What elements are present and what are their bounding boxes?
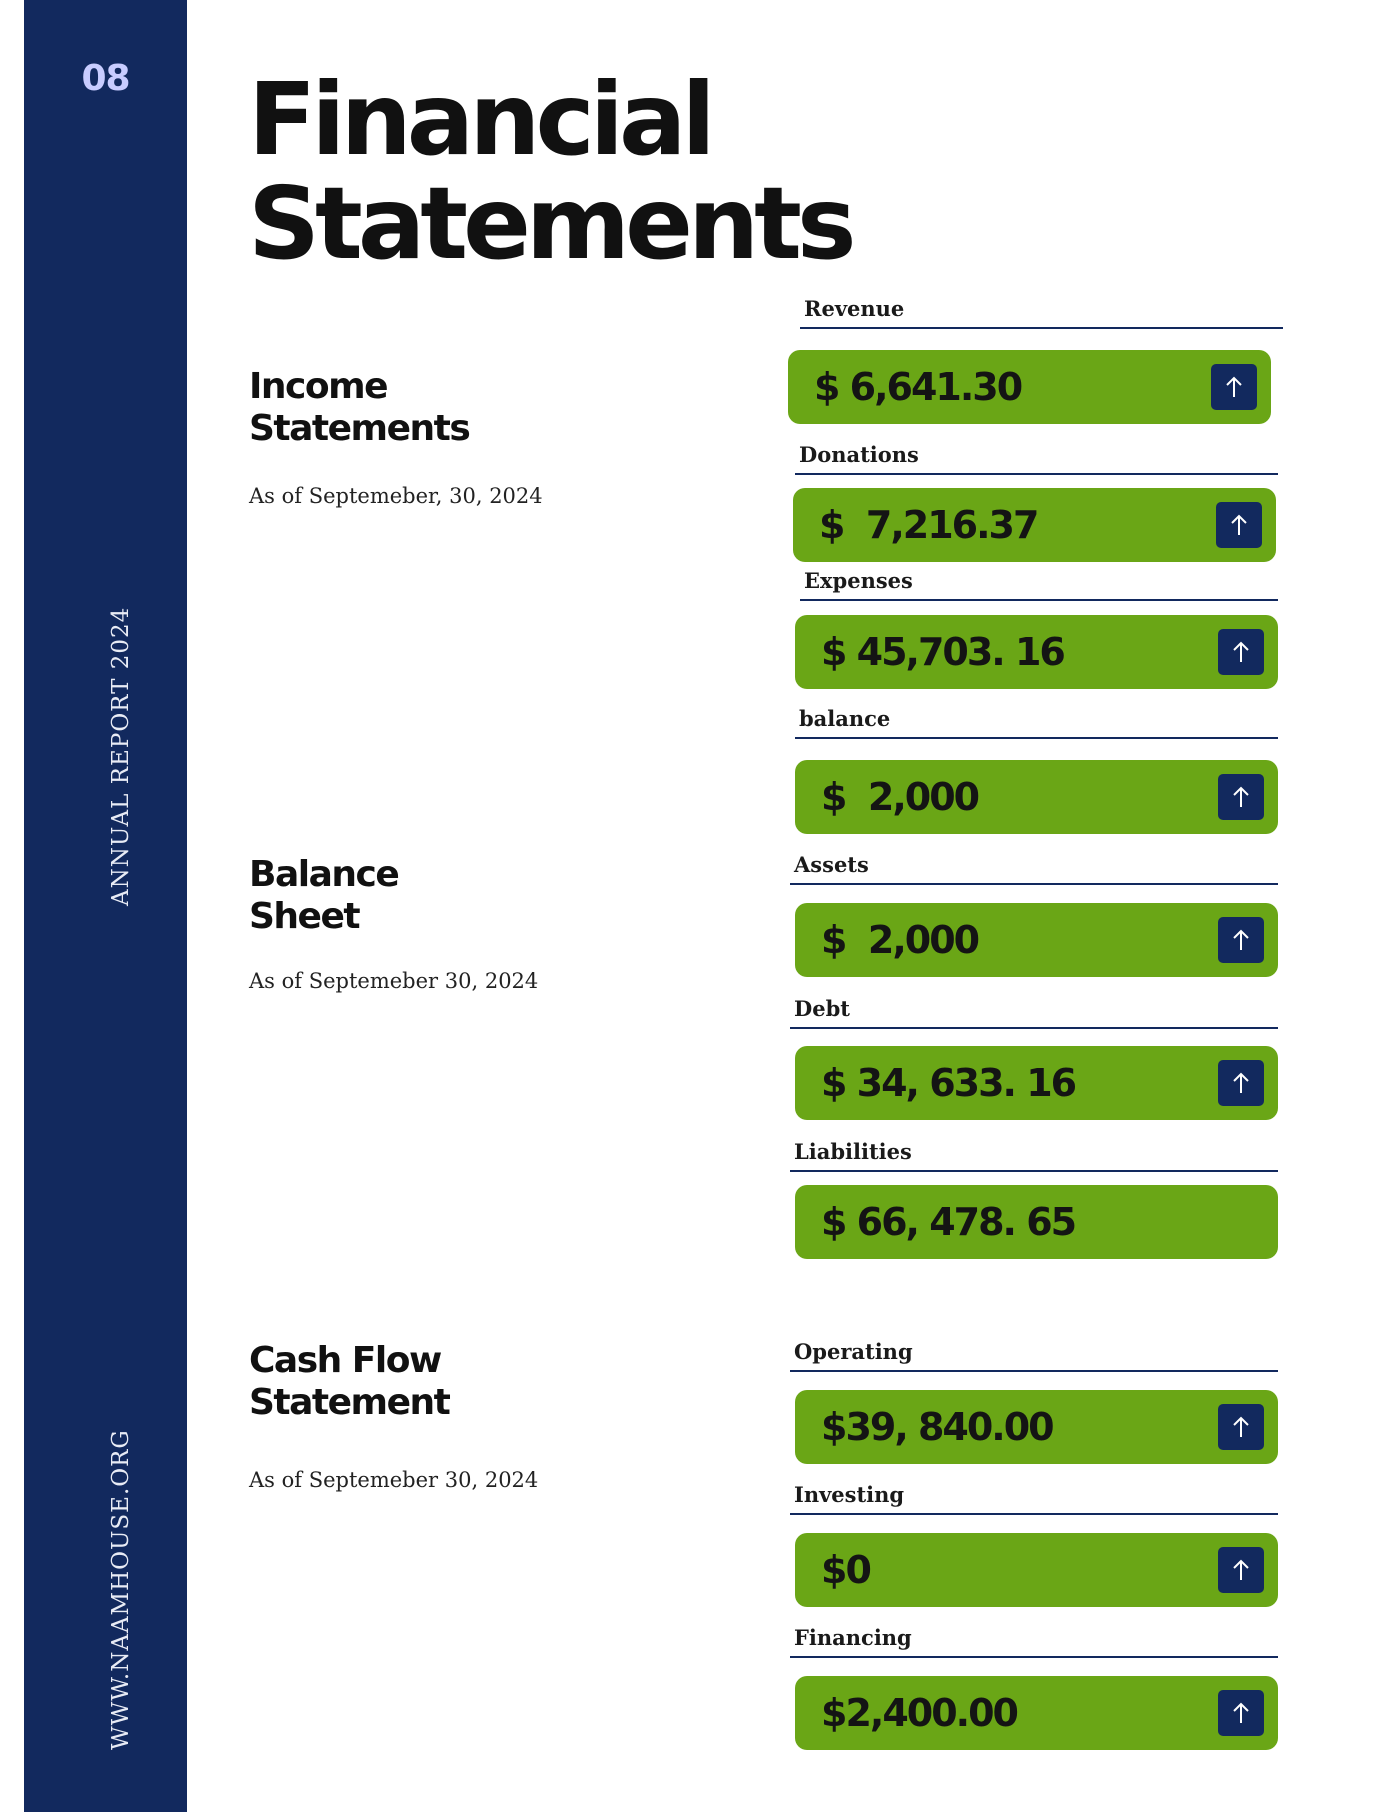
revenue-trend-button[interactable] [1211,364,1257,410]
assets-label: Assets [790,852,1278,885]
arrow-up-icon [1233,1559,1249,1580]
operating-trend-button[interactable] [1218,1404,1264,1450]
balance-value: $ 2,000 [821,775,980,819]
balance-section-title: Balance Sheet [249,854,400,938]
balance-date: As of Septemeber 30, 2024 [249,969,539,993]
financing-value: $2,400.00 [821,1691,1019,1735]
operating-value: $39, 840.00 [821,1405,1055,1449]
operating-card: $39, 840.00 [795,1390,1278,1464]
debt-card: $ 34, 633. 16 [795,1046,1278,1120]
page-title-line2: Statements [248,165,856,282]
income-section-title: Income Statements [249,366,471,450]
cashflow-title-line2: Statement [249,1382,451,1423]
annual-report-label: ANNUAL REPORT 2024 [108,606,134,906]
cashflow-section-title: Cash Flow Statement [249,1340,451,1424]
investing-label: Investing [790,1482,1278,1515]
operating-label: Operating [790,1339,1278,1372]
balance-card: $ 2,000 [795,760,1278,834]
assets-trend-button[interactable] [1218,917,1264,963]
expenses-card: $ 45,703. 16 [795,615,1278,689]
liabilities-card: $ 66, 478. 65 [795,1185,1278,1259]
investing-trend-button[interactable] [1218,1547,1264,1593]
debt-trend-button[interactable] [1218,1060,1264,1106]
arrow-up-icon [1233,1072,1249,1093]
sidebar [24,0,187,1812]
liabilities-label: Liabilities [790,1139,1278,1172]
expenses-label: Expenses [800,568,1278,601]
page-number: 08 [81,58,130,99]
assets-value: $ 2,000 [821,918,980,962]
arrow-up-icon [1233,929,1249,950]
website-link[interactable]: WWW.NAAMHOUSE.ORG [108,1429,134,1750]
arrow-up-icon [1233,641,1249,662]
investing-card: $0 [795,1533,1278,1607]
income-title-line2: Statements [249,408,471,449]
donations-trend-button[interactable] [1216,502,1262,548]
investing-value: $0 [821,1548,872,1592]
financing-label: Financing [790,1625,1278,1658]
debt-value: $ 34, 633. 16 [821,1061,1077,1105]
arrow-up-icon [1226,376,1242,397]
arrow-up-icon [1233,1416,1249,1437]
financing-trend-button[interactable] [1218,1690,1264,1736]
arrow-up-icon [1231,514,1247,535]
income-date: As of Septemeber, 30, 2024 [249,484,543,508]
income-title-line1: Income [249,366,389,407]
donations-label: Donations [795,442,1278,475]
arrow-up-icon [1233,1702,1249,1723]
financing-card: $2,400.00 [795,1676,1278,1750]
cashflow-date: As of Septemeber 30, 2024 [249,1468,539,1492]
balance-title-line2: Sheet [249,896,361,937]
arrow-up-icon [1233,786,1249,807]
liabilities-value: $ 66, 478. 65 [821,1200,1077,1244]
donations-value: $ 7,216.37 [819,503,1039,547]
balance-label: balance [795,706,1278,739]
expenses-trend-button[interactable] [1218,629,1264,675]
assets-card: $ 2,000 [795,903,1278,977]
revenue-card: $ 6,641.30 [788,350,1271,424]
page-title: Financial Statements [248,61,856,282]
debt-label: Debt [790,996,1278,1029]
page-title-line1: Financial [248,61,716,178]
balance-title-line1: Balance [249,854,400,895]
donations-card: $ 7,216.37 [793,488,1276,562]
expenses-value: $ 45,703. 16 [821,630,1066,674]
revenue-value: $ 6,641.30 [814,365,1023,409]
balance-trend-button[interactable] [1218,774,1264,820]
cashflow-title-line1: Cash Flow [249,1340,442,1381]
revenue-label: Revenue [800,296,1283,329]
